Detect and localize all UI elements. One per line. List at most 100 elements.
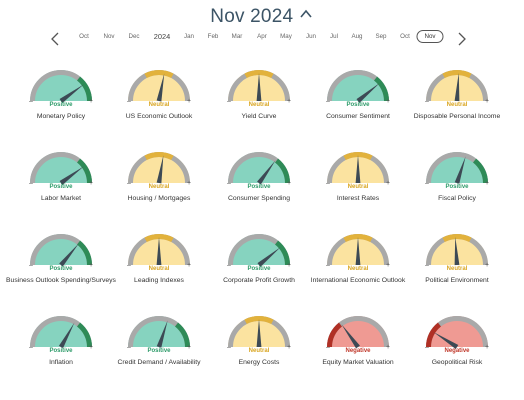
- timeline-month-nov[interactable]: Nov: [103, 33, 115, 40]
- gauge-needle: [59, 166, 84, 185]
- gauge-card[interactable]: – + Positive Inflation: [9, 306, 113, 386]
- timeline-month-nov[interactable]: Nov: [416, 30, 444, 43]
- gauge-accent-segment: [426, 322, 442, 348]
- gauge-status: Neutral: [148, 184, 170, 190]
- gauge-accent-segment: [144, 152, 174, 161]
- timeline-month-aug[interactable]: Aug: [351, 33, 363, 40]
- gauge-dial: – +: [425, 316, 489, 350]
- scale-plus-label: +: [287, 98, 291, 104]
- timeline-month-mar[interactable]: Mar: [231, 33, 243, 40]
- gauge-accent-segment: [442, 234, 472, 243]
- gauge-needle: [257, 160, 276, 185]
- gauge-needle: [58, 322, 75, 349]
- gauge-status: Neutral: [347, 184, 369, 190]
- gauge-card[interactable]: – + Positive Labor Market: [9, 142, 113, 222]
- gauge-card[interactable]: – + Positive Monetary Policy: [9, 60, 113, 140]
- gauge-card[interactable]: – + Positive Consumer Sentiment: [306, 60, 410, 140]
- scale-minus-label: –: [425, 262, 429, 268]
- gauge-dial: – +: [127, 234, 191, 268]
- timeline-month-jul[interactable]: Jul: [330, 33, 338, 40]
- chevron-left-icon[interactable]: [48, 30, 62, 48]
- gauge-needle: [454, 237, 460, 266]
- gauge-accent-segment: [472, 158, 488, 184]
- gauge-card[interactable]: – + Neutral Interest Rates: [306, 142, 410, 222]
- gauge-needle: [156, 237, 162, 265]
- gauge-accent-segment: [244, 316, 274, 325]
- gauge-status: Positive: [445, 184, 469, 190]
- gauge-card[interactable]: – + Neutral International Economic Outlook: [306, 224, 410, 304]
- gauge-dial: – +: [127, 152, 191, 186]
- timeline-month-dec[interactable]: Dec: [128, 33, 140, 40]
- scale-plus-label: +: [386, 180, 390, 186]
- gauge-status: Neutral: [148, 266, 170, 272]
- timeline-month-oct[interactable]: Oct: [400, 33, 410, 40]
- gauge-card[interactable]: – + Positive Business Outlook Spending/Surv…: [6, 224, 116, 304]
- timeline-month-jan[interactable]: Jan: [184, 33, 194, 40]
- gauge-card[interactable]: – + Positive Corporate Profit Growth: [207, 224, 311, 304]
- timeline-month-jun[interactable]: Jun: [306, 33, 316, 40]
- gauge-label: Interest Rates: [336, 195, 380, 202]
- scale-minus-label: –: [29, 180, 33, 186]
- scale-plus-label: +: [386, 344, 390, 350]
- scale-minus-label: –: [326, 98, 330, 104]
- gauge-status: Neutral: [248, 348, 270, 354]
- gauge-card[interactable]: – + Neutral Leading Indexes: [107, 224, 211, 304]
- scale-minus-label: –: [127, 180, 131, 186]
- gauge-needle: [433, 332, 459, 350]
- gauge-dial: – +: [326, 70, 390, 104]
- chevron-up-icon[interactable]: [298, 7, 314, 21]
- timeline-month-sep[interactable]: Sep: [375, 33, 387, 40]
- gauge-card[interactable]: – + Positive Consumer Spending: [207, 142, 311, 222]
- page-header: Nov 2024: [0, 6, 524, 32]
- scale-plus-label: +: [187, 344, 191, 350]
- gauge-card[interactable]: – + Neutral Political Environment: [405, 224, 509, 304]
- scale-plus-label: +: [485, 98, 489, 104]
- timeline-month-oct[interactable]: Oct: [79, 33, 89, 40]
- gauge-card[interactable]: – + Negative Equity Market Valuation: [306, 306, 410, 386]
- gauge-card[interactable]: – + Neutral US Economic Outlook: [107, 60, 211, 140]
- gauge-label: US Economic Outlook: [125, 113, 193, 120]
- gauge-dial: – +: [425, 234, 489, 268]
- scale-plus-label: +: [386, 98, 390, 104]
- timeline-month-feb[interactable]: Feb: [207, 33, 219, 40]
- gauge-accent-segment: [76, 158, 92, 184]
- gauge-dial: – +: [227, 152, 291, 186]
- timeline-month-apr[interactable]: Apr: [257, 33, 267, 40]
- timeline-month-may[interactable]: May: [280, 33, 292, 40]
- gauge-card[interactable]: – + Neutral Energy Costs: [207, 306, 311, 386]
- scale-minus-label: –: [29, 98, 33, 104]
- gauge-status: Positive: [346, 102, 370, 108]
- gauge-card[interactable]: – + Neutral Housing / Mortgages: [107, 142, 211, 222]
- gauge-accent-segment: [327, 322, 343, 348]
- gauge-label: Consumer Sentiment: [326, 113, 390, 120]
- gauge-status: Neutral: [347, 266, 369, 272]
- scale-minus-label: –: [227, 344, 231, 350]
- gauge-dial: – +: [127, 316, 191, 350]
- gauge-accent-segment: [144, 70, 174, 79]
- gauge-card[interactable]: – + Positive Credit Demand / Availability: [107, 306, 211, 386]
- scale-minus-label: –: [227, 98, 231, 104]
- month-timeline: Oct Nov Dec 2024 Jan Feb Mar Apr May Jun Jul Aug Sep…: [0, 30, 524, 50]
- gauge-card[interactable]: – + Positive Fiscal Policy: [405, 142, 509, 222]
- gauge-card[interactable]: – + Neutral Disposable Personal Income: [405, 60, 509, 140]
- gauge-needle: [156, 73, 165, 102]
- gauge-label: Disposable Personal Income: [413, 113, 501, 120]
- gauge-label: Consumer Spending: [228, 195, 290, 202]
- scale-plus-label: +: [187, 180, 191, 186]
- gauge-dial: – +: [29, 152, 93, 186]
- gauge-accent-segment: [343, 234, 373, 243]
- gauge-label: Equity Market Valuation: [322, 359, 394, 366]
- scale-plus-label: +: [187, 98, 191, 104]
- chevron-right-icon[interactable]: [455, 30, 469, 48]
- gauge-card[interactable]: – + Negative Geopolitical Risk: [405, 306, 509, 386]
- gauge-status: Neutral: [446, 266, 468, 272]
- gauge-label: Business Outlook Spending/Surveys: [6, 277, 116, 284]
- gauge-needle: [59, 84, 84, 103]
- gauge-needle: [356, 83, 380, 103]
- gauge-accent-segment: [76, 76, 92, 102]
- scale-plus-label: +: [89, 344, 93, 350]
- gauge-card[interactable]: – + Neutral Yield Curve: [207, 60, 311, 140]
- gauge-label: International Economic Outlook: [310, 277, 406, 284]
- gauge-accent-segment: [343, 152, 373, 161]
- gauge-status: Positive: [49, 184, 73, 190]
